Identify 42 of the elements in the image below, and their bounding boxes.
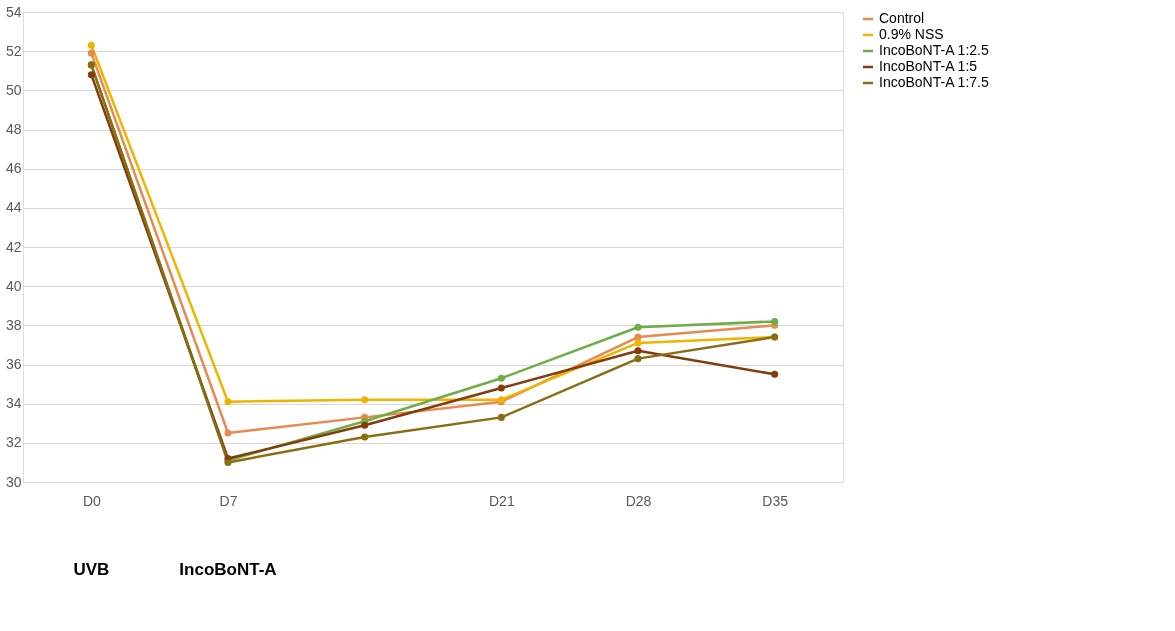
y-tick-label: 50 [5,81,22,98]
legend-label: IncoBoNT-A 1:7.5 [879,74,989,90]
y-tick-label: 52 [5,42,22,59]
y-tick-label: 36 [5,356,22,372]
y-tick-label: 38 [5,316,22,333]
legend-label: IncoBoNT-A 1:2.5 [879,42,989,58]
y-tick-label: 32 [5,434,22,451]
point [361,396,369,404]
y-tick-label: 30 [5,473,22,490]
text: IncoBoNT-A [179,560,277,579]
point [87,41,95,49]
point [224,429,232,437]
point [87,71,95,79]
point [771,370,779,378]
point [361,433,369,441]
point [771,317,779,325]
y-tick-label: 42 [5,238,22,255]
x-tick-label: D21 [488,492,515,509]
x-tick-label: D7 [219,492,238,509]
point [634,355,642,363]
point [497,413,505,421]
point [497,374,505,382]
point [87,49,95,57]
y-tick-label: 54 [5,3,22,20]
point [634,323,642,331]
y-tick-label: 34 [5,395,22,412]
legend-label: Control [879,10,925,26]
point [497,384,505,392]
y-tick-label: 40 [5,277,22,294]
text: UVB [73,560,110,579]
point [634,339,642,347]
point [634,347,642,355]
point [361,421,369,429]
x-tick-label: D28 [625,492,652,509]
y-tick-label: 44 [5,199,22,216]
x-tick-label: D35 [762,492,789,509]
point [224,398,232,406]
legend-label: 0.9% NSS [879,26,944,42]
x-tick-label: D0 [82,492,101,509]
legend-label: IncoBoNT-A 1:5 [879,58,978,74]
y-tick-label: 46 [5,160,22,177]
y-tick-label: 48 [5,121,22,137]
